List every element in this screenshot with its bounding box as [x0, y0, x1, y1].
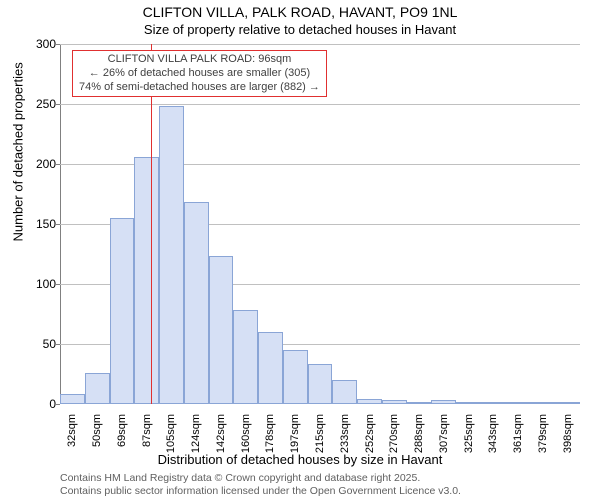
bar — [283, 350, 308, 404]
chart-title: CLIFTON VILLA, PALK ROAD, HAVANT, PO9 1N… — [0, 4, 600, 20]
grid-line — [60, 44, 580, 45]
y-tick — [56, 404, 60, 405]
reference-marker-line — [151, 44, 152, 404]
y-tick — [56, 44, 60, 45]
y-tick-label: 300 — [16, 37, 56, 51]
bar — [159, 106, 184, 404]
x-tick-label: 343sqm — [487, 414, 499, 464]
y-tick-label: 150 — [16, 217, 56, 231]
bar — [357, 399, 382, 404]
y-tick-label: 250 — [16, 97, 56, 111]
x-tick-label: 307sqm — [438, 414, 450, 464]
x-tick-label: 252sqm — [364, 414, 376, 464]
x-tick-label: 105sqm — [165, 414, 177, 464]
x-tick-label: 69sqm — [116, 414, 128, 464]
bar — [555, 402, 580, 404]
bar — [209, 256, 234, 404]
grid-line — [60, 104, 580, 105]
y-tick-label: 0 — [16, 397, 56, 411]
footer-line-1: Contains HM Land Registry data © Crown c… — [60, 472, 420, 484]
bar — [258, 332, 283, 404]
callout-line: CLIFTON VILLA PALK ROAD: 96sqm — [79, 53, 320, 67]
chart-subtitle: Size of property relative to detached ho… — [0, 22, 600, 37]
x-tick-label: 361sqm — [512, 414, 524, 464]
plot-area — [60, 44, 580, 404]
bar — [110, 218, 135, 404]
y-tick-label: 200 — [16, 157, 56, 171]
y-tick — [56, 164, 60, 165]
footer-line-2: Contains public sector information licen… — [60, 485, 461, 497]
bar — [233, 310, 258, 404]
x-tick-label: 215sqm — [314, 414, 326, 464]
y-tick-label: 50 — [16, 337, 56, 351]
y-tick-label: 100 — [16, 277, 56, 291]
y-tick — [56, 344, 60, 345]
x-tick-label: 288sqm — [413, 414, 425, 464]
x-tick-label: 87sqm — [141, 414, 153, 464]
bar — [456, 402, 481, 404]
x-tick-label: 124sqm — [190, 414, 202, 464]
y-tick — [56, 284, 60, 285]
bar — [382, 400, 407, 404]
x-tick-label: 379sqm — [537, 414, 549, 464]
x-tick-label: 270sqm — [388, 414, 400, 464]
bar — [530, 402, 555, 404]
x-tick-label: 233sqm — [339, 414, 351, 464]
callout-box: CLIFTON VILLA PALK ROAD: 96sqm← 26% of d… — [72, 50, 327, 97]
x-tick-label: 160sqm — [240, 414, 252, 464]
bar — [407, 402, 432, 404]
bar — [60, 394, 85, 404]
x-tick-label: 398sqm — [562, 414, 574, 464]
bar — [134, 157, 159, 404]
callout-line: 74% of semi-detached houses are larger (… — [79, 81, 320, 95]
x-tick-label: 197sqm — [289, 414, 301, 464]
y-tick — [56, 104, 60, 105]
callout-line: ← 26% of detached houses are smaller (30… — [79, 67, 320, 81]
x-tick-label: 142sqm — [215, 414, 227, 464]
chart-container: CLIFTON VILLA, PALK ROAD, HAVANT, PO9 1N… — [0, 0, 600, 500]
bar — [431, 400, 456, 404]
bar — [506, 402, 531, 404]
y-tick — [56, 224, 60, 225]
bar — [85, 373, 110, 404]
bar — [332, 380, 357, 404]
bar — [481, 402, 506, 404]
x-tick-label: 178sqm — [264, 414, 276, 464]
x-tick-label: 325sqm — [463, 414, 475, 464]
x-tick-label: 50sqm — [91, 414, 103, 464]
x-tick-label: 32sqm — [66, 414, 78, 464]
bar — [184, 202, 209, 404]
bar — [308, 364, 333, 404]
